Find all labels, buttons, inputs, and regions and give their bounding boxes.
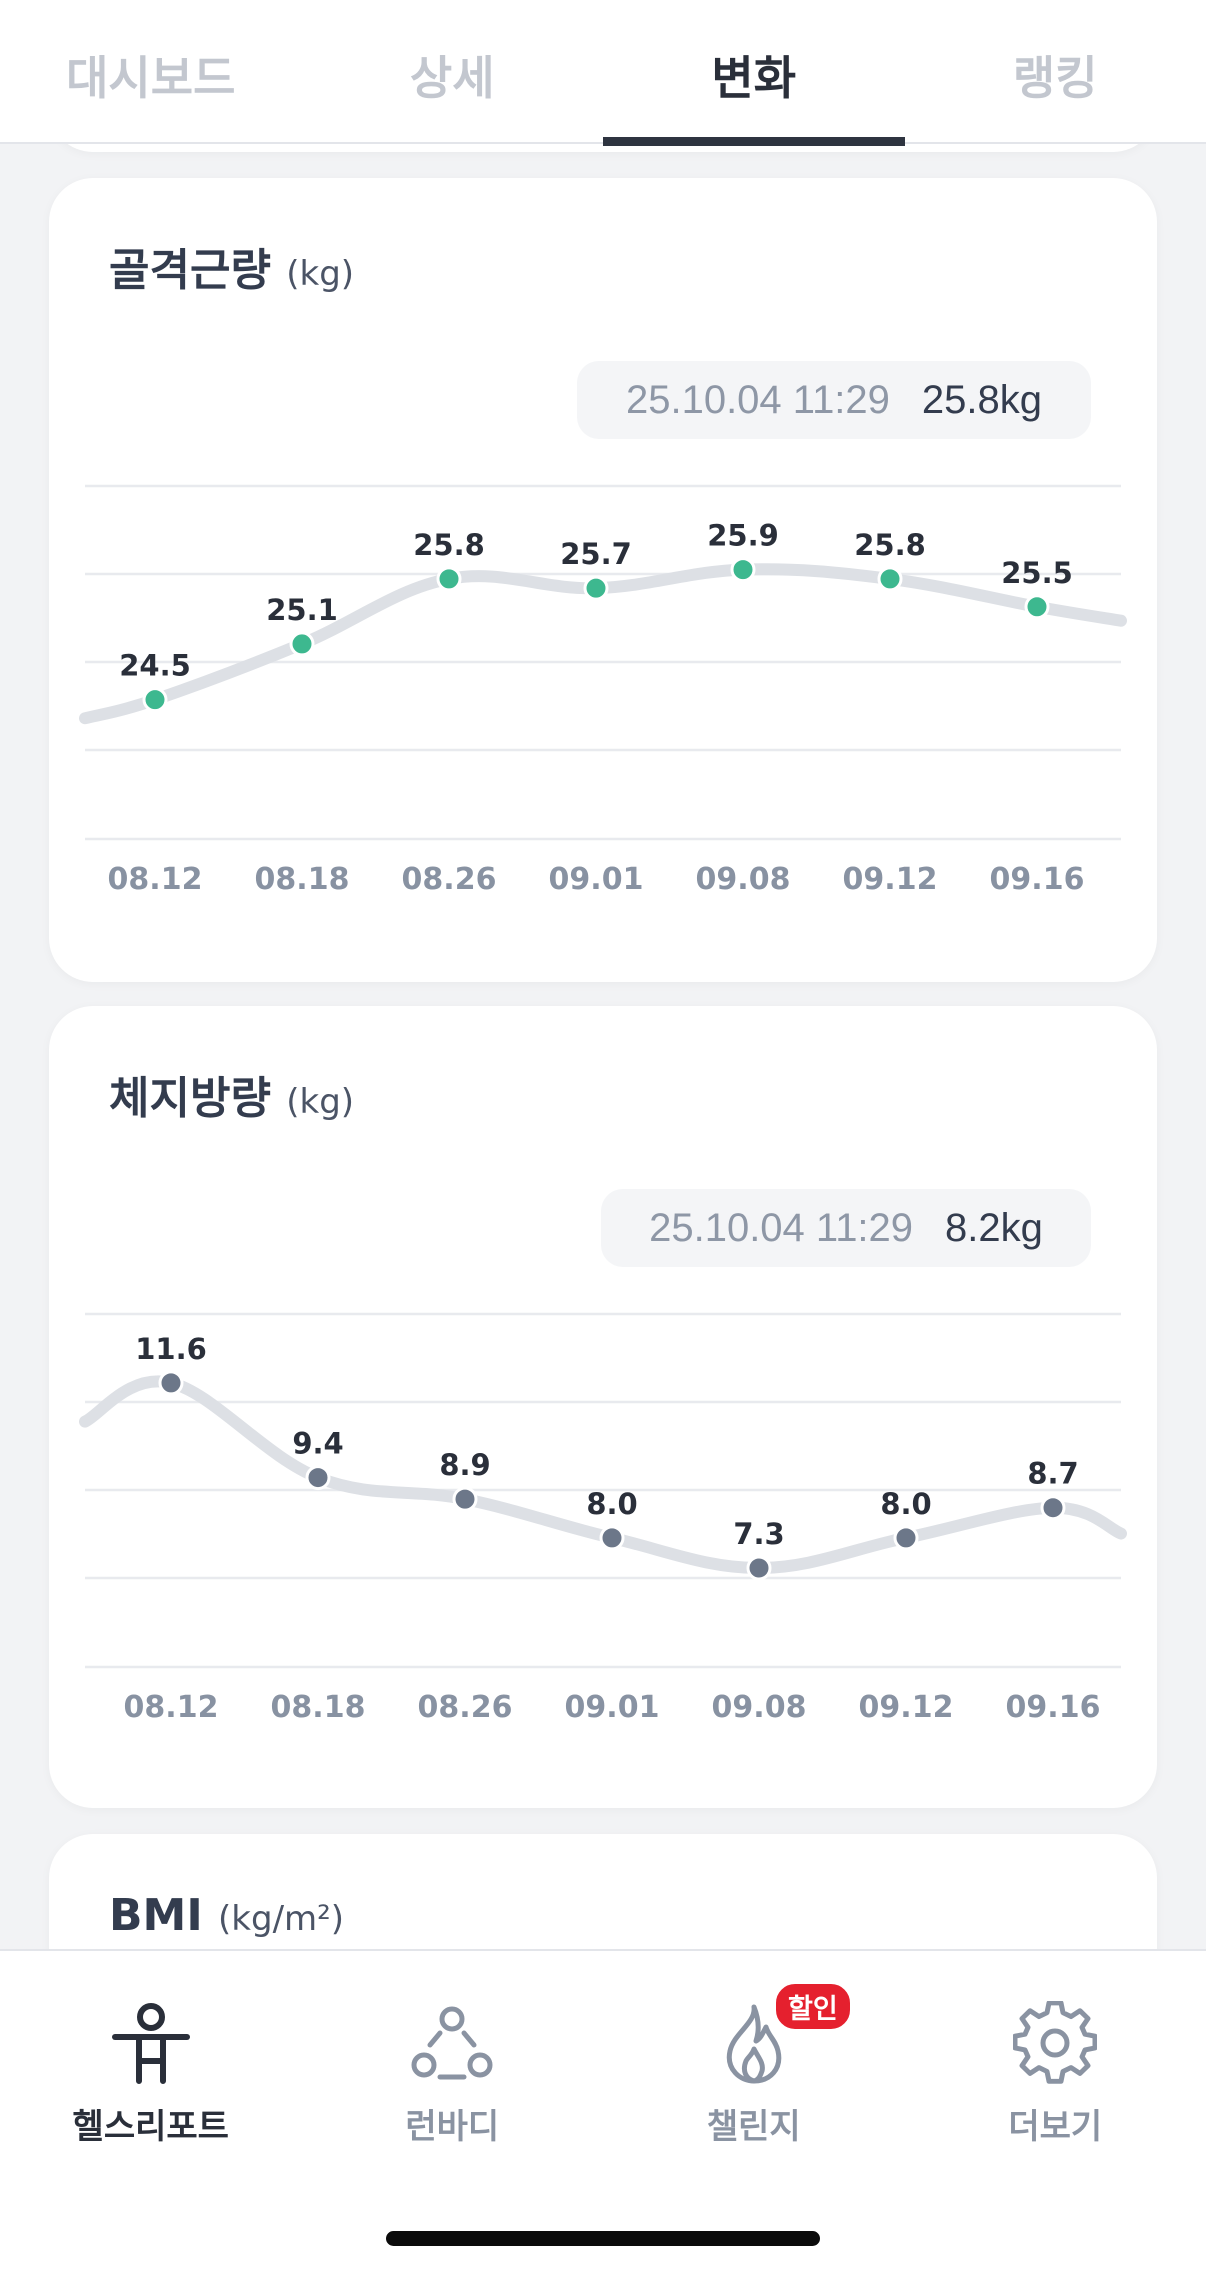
x-tick-label: 08.12 [124,1690,219,1725]
card-title-text: 체지방량 [109,1073,271,1124]
x-tick-label: 08.18 [255,862,350,897]
data-point[interactable] [599,1525,625,1551]
data-label: 25.8 [413,528,485,562]
data-label: 25.9 [707,519,779,553]
data-label: 7.3 [733,1517,784,1551]
x-tick-label: 09.16 [1006,1690,1101,1725]
tab-ranking[interactable]: 랭킹 [1012,51,1098,105]
data-label: 8.0 [586,1487,637,1521]
x-tick-label: 09.01 [565,1690,660,1725]
data-label: 25.7 [560,537,632,571]
x-tick-label: 08.26 [418,1690,513,1725]
home-indicator [386,2231,820,2246]
x-tick-label: 09.12 [843,862,938,897]
data-label: 8.7 [1027,1457,1078,1491]
data-point[interactable] [452,1486,478,1512]
discount-badge: 할인 [773,1981,853,2032]
x-tick-label: 09.12 [859,1690,954,1725]
nav-label: 헬스리포트 [72,2107,229,2147]
tab-dashboard[interactable]: 대시보드 [66,51,236,105]
bottom-navigation: 헬스리포트 런바디 챌린지 [0,1949,1206,2273]
data-point[interactable] [289,631,315,657]
data-label: 8.9 [439,1448,490,1482]
group-icon [410,2001,494,2085]
nav-runbody[interactable]: 런바디 [302,1951,604,2161]
tab-change[interactable]: 변화 [603,0,905,146]
x-tick-label: 09.16 [990,862,1085,897]
flame-icon [712,2001,796,2085]
skeletal-muscle-chart[interactable]: 24.5 08.12 25.1 08.18 25.8 08.26 25.7 09.01 25.9… [49,178,1157,982]
data-point[interactable] [730,557,756,583]
person-icon [109,2001,193,2085]
data-label: 9.4 [292,1427,343,1461]
gear-icon [1012,2000,1098,2085]
data-point[interactable] [893,1525,919,1551]
card-title-unit: (kg) [286,1082,355,1122]
data-label: 25.8 [854,528,926,562]
nav-label: 챌린지 [706,2107,801,2147]
tab-detail[interactable]: 상세 [409,51,495,105]
data-point[interactable] [1024,594,1050,620]
latest-timestamp: 25.10.04 11:29 [649,1205,914,1250]
card-title: 체지방량 (kg) [109,1062,354,1126]
nav-more[interactable]: 더보기 [905,1951,1206,2161]
x-tick-label: 08.18 [271,1690,366,1725]
data-label: 8.0 [880,1487,931,1521]
data-label: 25.5 [1001,556,1073,590]
data-point[interactable] [746,1555,772,1581]
skeletal-muscle-card: 골격근량 (kg) 25.10.04 11:29 25.8kg 24.5 08.1… [49,178,1157,982]
data-point[interactable] [1040,1495,1066,1521]
nav-health-report[interactable]: 헬스리포트 [0,1951,302,2161]
x-tick-label: 08.12 [108,862,203,897]
latest-value: 8.2kg [945,1205,1043,1250]
data-point[interactable] [877,566,903,592]
body-fat-chart[interactable]: 11.6 08.12 9.4 08.18 8.9 08.26 8.0 09.01 7.3 09.0… [49,1006,1157,1808]
data-label: 24.5 [119,649,191,683]
latest-timestamp: 25.10.04 11:29 [625,377,890,422]
body-fat-card: 체지방량 (kg) 25.10.04 11:29 8.2kg 11.6 08.12… [49,1006,1157,1808]
latest-measurement-pill[interactable]: 25.10.04 11:29 25.8kg [577,361,1091,439]
top-tab-bar: 대시보드 상세 변화 랭킹 [0,0,1206,146]
data-point[interactable] [305,1465,331,1491]
card-title-text: BMI [109,1890,203,1941]
card-title-unit: (kg) [286,254,355,294]
x-tick-label: 09.08 [696,862,791,897]
x-tick-label: 09.08 [712,1690,807,1725]
x-tick-label: 08.26 [402,862,497,897]
data-point[interactable] [583,575,609,601]
data-point[interactable] [158,1370,184,1396]
data-label: 25.1 [266,593,338,627]
card-title-unit: (kg/m²) [218,1899,345,1939]
nav-label: 런바디 [405,2107,500,2147]
nav-label: 더보기 [1008,2107,1103,2147]
card-title: BMI (kg/m²) [109,1890,344,1941]
card-title: 골격근량 (kg) [109,234,354,298]
data-point[interactable] [436,566,462,592]
nav-challenge[interactable]: 챌린지 [603,1951,905,2161]
card-title-text: 골격근량 [109,245,271,296]
data-label: 11.6 [135,1332,207,1366]
latest-measurement-pill[interactable]: 25.10.04 11:29 8.2kg [601,1189,1091,1267]
data-point[interactable] [142,687,168,713]
x-tick-label: 09.01 [549,862,644,897]
latest-value: 25.8kg [921,377,1043,422]
